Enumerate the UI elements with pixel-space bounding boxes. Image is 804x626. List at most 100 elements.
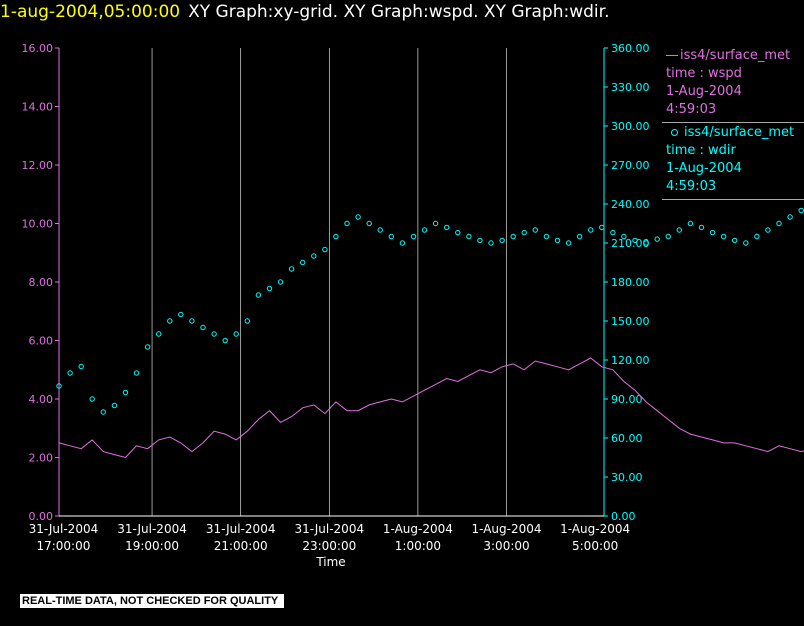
wdir-point bbox=[477, 237, 483, 244]
right-axis-wdir: 0.00 30.00 60.00 90.00 120.00 150.00 180.00 210… bbox=[603, 42, 650, 523]
wdir-point bbox=[111, 402, 118, 409]
wdir-point bbox=[388, 233, 394, 240]
wdir-point bbox=[798, 207, 804, 214]
wdir-point bbox=[200, 324, 206, 331]
legend-wspd-date: 1-Aug-2004 bbox=[666, 84, 742, 99]
wdir-point bbox=[588, 227, 594, 233]
quality-warning: REAL-TIME DATA, NOT CHECKED FOR QUALITY bbox=[20, 594, 285, 608]
wdir-point bbox=[122, 389, 129, 396]
x-tick-label: 17:00:00 bbox=[36, 539, 90, 553]
left-axis-tick-label: 4.00 bbox=[29, 393, 54, 406]
wdir-series bbox=[56, 207, 804, 415]
x-tick-label: 1-Aug-2004 bbox=[472, 522, 542, 536]
wdir-point bbox=[167, 318, 173, 324]
wdir-point bbox=[377, 227, 383, 233]
left-axis-tick-label: 12.00 bbox=[22, 159, 54, 172]
wdir-point bbox=[687, 220, 694, 227]
legend-wdir-variable: time : wdir bbox=[666, 143, 736, 158]
wdir-point bbox=[554, 237, 561, 244]
wdir-point bbox=[654, 236, 660, 242]
right-axis-tick-label: 0.00 bbox=[611, 510, 636, 523]
wdir-point bbox=[244, 318, 251, 324]
wdir-point bbox=[743, 240, 749, 246]
wdir-point bbox=[765, 227, 771, 233]
wdir-point bbox=[89, 396, 95, 402]
wdir-point bbox=[156, 331, 162, 337]
x-axis-label: Time bbox=[315, 555, 345, 569]
wdir-point bbox=[444, 224, 450, 231]
wdir-point bbox=[211, 331, 217, 337]
wdir-point bbox=[732, 237, 738, 244]
x-axis-time: 31-Jul-2004 17:00:00 31-Jul-2004 19:00:00 31… bbox=[29, 515, 630, 553]
wdir-point bbox=[421, 227, 428, 233]
right-axis-tick-label: 180.00 bbox=[611, 276, 650, 289]
legend-wspd-time: 4:59:03 bbox=[666, 102, 717, 117]
left-axis-tick-label: 2.00 bbox=[29, 452, 54, 465]
legend: iss4/surface_met time : wspd 1-Aug-2004 … bbox=[662, 46, 804, 200]
wdir-point bbox=[78, 363, 84, 370]
wdir-point bbox=[499, 237, 505, 244]
x-grid bbox=[151, 48, 507, 516]
x-tick-label: 1-Aug-2004 bbox=[383, 522, 453, 536]
legend-item-wdir[interactable]: iss4/surface_met time : wdir 1-Aug-2004 … bbox=[662, 123, 804, 200]
wdir-point bbox=[100, 409, 107, 415]
wdir-point bbox=[410, 233, 417, 240]
right-axis-tick-label: 240.00 bbox=[611, 198, 650, 211]
wdir-point bbox=[643, 240, 649, 246]
wdir-point bbox=[399, 240, 406, 246]
x-tick-label: 23:00:00 bbox=[302, 539, 356, 553]
legend-item-wspd[interactable]: iss4/surface_met time : wspd 1-Aug-2004 … bbox=[662, 46, 804, 123]
header-graph-titles: XY Graph:xy-grid. XY Graph:wspd. XY Grap… bbox=[188, 2, 610, 22]
chart-header: 1-aug-2004,05:00:00 XY Graph:xy-grid. XY … bbox=[0, 0, 609, 26]
wdir-point bbox=[355, 214, 361, 220]
left-axis-tick-label: 14.00 bbox=[22, 101, 54, 114]
x-tick-label: 21:00:00 bbox=[214, 539, 268, 553]
right-axis-tick-label: 120.00 bbox=[611, 354, 650, 367]
left-axis-tick-label: 6.00 bbox=[29, 335, 54, 348]
wdir-point bbox=[300, 259, 306, 266]
legend-wspd-source: iss4/surface_met bbox=[680, 48, 791, 63]
wdir-point bbox=[56, 383, 62, 389]
header-timestamp: 1-aug-2004,05:00:00 bbox=[0, 2, 181, 22]
wdir-point bbox=[67, 370, 73, 376]
wdir-point bbox=[288, 266, 295, 272]
right-axis-tick-label: 210.00 bbox=[611, 237, 650, 250]
legend-circle-marker bbox=[671, 129, 678, 136]
wdir-point bbox=[521, 229, 527, 236]
wdir-point bbox=[754, 233, 760, 240]
wdir-point bbox=[776, 220, 782, 227]
wdir-point bbox=[189, 318, 195, 324]
wdir-point bbox=[277, 279, 284, 285]
wdir-point bbox=[665, 233, 671, 240]
wdir-point bbox=[543, 233, 550, 240]
wdir-point bbox=[532, 227, 538, 233]
wdir-point bbox=[698, 224, 705, 231]
right-axis-tick-label: 360.00 bbox=[611, 42, 650, 55]
x-tick-label: 31-Jul-2004 bbox=[29, 522, 99, 536]
wdir-point bbox=[565, 240, 572, 246]
legend-line-marker bbox=[666, 55, 678, 56]
right-axis-tick-label: 300.00 bbox=[611, 120, 650, 133]
right-axis-tick-label: 150.00 bbox=[611, 315, 650, 328]
wdir-point bbox=[432, 220, 439, 227]
x-tick-label: 3:00:00 bbox=[483, 539, 529, 553]
x-tick-label: 1-Aug-2004 bbox=[560, 522, 630, 536]
wdir-point bbox=[621, 233, 627, 240]
left-axis-tick-label: 10.00 bbox=[22, 218, 54, 231]
left-axis-tick-label: 0.00 bbox=[29, 510, 54, 523]
wdir-point bbox=[610, 229, 616, 236]
x-tick-label: 5:00:00 bbox=[572, 539, 618, 553]
right-axis-tick-label: 30.00 bbox=[611, 471, 643, 484]
wdir-point bbox=[222, 337, 228, 344]
wdir-point bbox=[133, 370, 140, 376]
wdir-point bbox=[322, 246, 328, 253]
wdir-point bbox=[178, 311, 184, 318]
legend-wdir-time: 4:59:03 bbox=[666, 179, 717, 194]
wspd-line bbox=[58, 357, 804, 459]
wdir-point bbox=[787, 214, 793, 220]
wdir-point bbox=[344, 220, 350, 227]
wdir-point bbox=[466, 233, 472, 240]
left-axis-tick-label: 8.00 bbox=[29, 276, 54, 289]
wdir-point bbox=[144, 344, 151, 350]
